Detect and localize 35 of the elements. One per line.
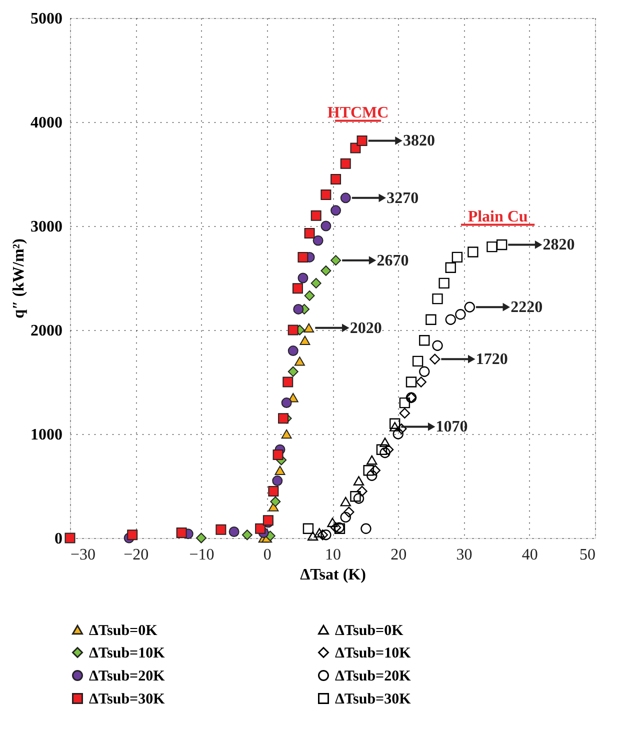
data-label: 2220 xyxy=(510,299,543,316)
x-tick-label: 30 xyxy=(456,546,472,564)
y-tick-label: 3000 xyxy=(30,218,62,236)
y-tick-label: 5000 xyxy=(30,10,62,28)
legend-label: ΔTsub=0K xyxy=(89,622,158,639)
y-tick-label: 1000 xyxy=(30,426,62,444)
annotation: HTCMC xyxy=(327,104,389,122)
y-tick-label: 0 xyxy=(54,530,62,548)
legend-label: ΔTsub=20K xyxy=(335,668,412,684)
x-axis-title: ΔTsat (K) xyxy=(300,566,366,584)
legend-label: ΔTsub=30K xyxy=(89,692,166,708)
x-tick-label: 20 xyxy=(390,546,407,564)
legend-label: ΔTsub=10K xyxy=(89,646,166,662)
x-tick-label: −10 xyxy=(189,546,214,564)
x-tick-label: 40 xyxy=(522,546,538,564)
y-axis-title: q″ (kW/m²) xyxy=(10,238,28,318)
x-tick-label: −30 xyxy=(70,546,96,564)
annotation: Plain Cu xyxy=(468,208,528,226)
legend-label: ΔTsub=20K xyxy=(89,668,166,684)
x-tick-label: 50 xyxy=(580,546,596,564)
x-tick-label: 0 xyxy=(263,546,272,564)
data-label: 1070 xyxy=(436,418,468,436)
data-label: 3270 xyxy=(386,190,419,207)
legend-label: ΔTsub=10K xyxy=(335,646,412,662)
data-label: 1720 xyxy=(476,351,508,368)
data-label: 2670 xyxy=(376,252,409,270)
x-tick-label: 10 xyxy=(325,546,341,564)
data-label: 2820 xyxy=(542,236,575,254)
legend-label: ΔTsub=30K xyxy=(335,692,412,708)
x-tick-label: −20 xyxy=(124,546,149,564)
y-tick-label: 4000 xyxy=(30,114,62,132)
data-label: 2020 xyxy=(350,320,382,337)
data-label: 3820 xyxy=(402,132,435,150)
legend-label: ΔTsub=0K xyxy=(335,622,404,639)
y-tick-label: 2000 xyxy=(30,322,62,340)
